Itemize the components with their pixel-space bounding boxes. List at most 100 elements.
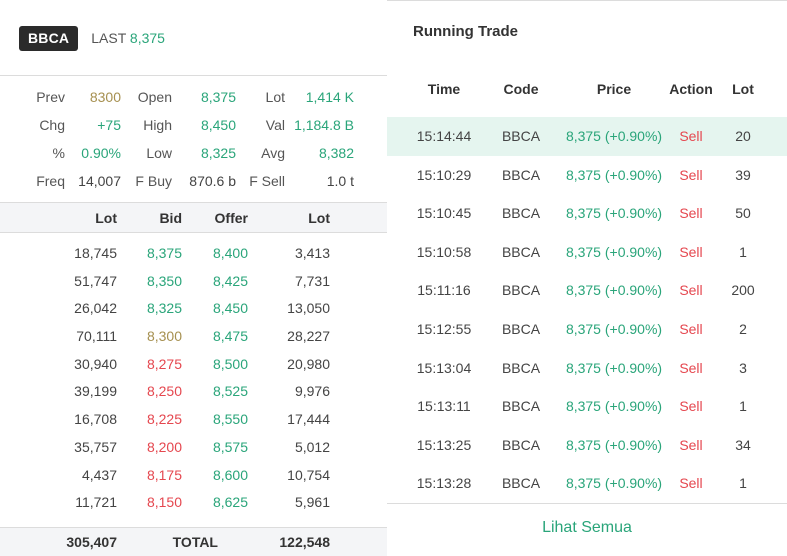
stock-header: BBCA LAST 8,375 <box>19 25 165 51</box>
col-offer: Offer <box>214 210 248 226</box>
ticker-badge[interactable]: BBCA <box>19 25 79 51</box>
stat-label: Low <box>146 145 172 161</box>
orderbook-row[interactable]: 51,747 8,350 8,425 7,731 <box>0 268 387 296</box>
trade-price: 8,375 (+0.90%) <box>565 282 663 299</box>
trade-price: 8,375 (+0.90%) <box>565 166 663 183</box>
trade-code: BBCA <box>501 243 541 260</box>
trade-price: 8,375 (+0.90%) <box>565 398 663 415</box>
trade-row[interactable]: 15:13:28 BBCA 8,375 (+0.90%) Sell 1 <box>387 464 787 503</box>
trade-time: 15:10:58 <box>416 243 472 260</box>
trade-price: 8,375 (+0.90%) <box>565 359 663 376</box>
stat-label: Val <box>265 117 285 133</box>
orderbook-row[interactable]: 70,111 8,300 8,475 28,227 <box>0 323 387 351</box>
orderbook-row[interactable]: 4,437 8,175 8,600 10,754 <box>0 462 387 490</box>
trade-row[interactable]: 15:13:04 BBCA 8,375 (+0.90%) Sell 3 <box>387 349 787 388</box>
last-price-value: 8,375 <box>129 30 165 46</box>
offer-lot: 13,050 <box>287 300 330 317</box>
stats-row: Freq 14,007 F Buy 870.6 b F Sell 1.0 t <box>0 168 387 196</box>
last-price: LAST 8,375 <box>91 30 165 46</box>
trade-code: BBCA <box>501 398 541 415</box>
trade-price: 8,375 (+0.90%) <box>565 128 663 144</box>
stat-value: 8,325 <box>200 145 236 161</box>
bid-lot: 18,745 <box>74 245 117 261</box>
bid-lot: 39,199 <box>74 383 117 400</box>
divider <box>387 503 787 504</box>
offer-price: 8,600 <box>212 466 248 483</box>
see-all-link[interactable]: Lihat Semua <box>542 519 632 536</box>
trade-lot: 1 <box>739 243 747 260</box>
stock-summary-panel: BBCA LAST 8,375 Prev 8300 Open 8,375 Lot 1,41… <box>0 0 387 556</box>
orderbook-row[interactable]: 35,757 8,200 8,575 5,012 <box>0 434 387 462</box>
trade-price: 8,375 (+0.90%) <box>565 205 663 222</box>
trade-row[interactable]: 15:10:58 BBCA 8,375 (+0.90%) Sell 1 <box>387 233 787 272</box>
trade-code: BBCA <box>501 128 541 144</box>
stat-label: Freq <box>36 173 65 189</box>
stat-label: Avg <box>261 145 285 161</box>
orderbook-row[interactable]: 26,042 8,325 8,450 13,050 <box>0 295 387 323</box>
col-price: Price <box>596 81 632 97</box>
offer-lot: 9,976 <box>294 383 330 400</box>
trade-row[interactable]: 15:14:44 BBCA 8,375 (+0.90%) Sell 20 <box>387 117 787 156</box>
stat-value: 14,007 <box>78 173 121 189</box>
orderbook-row[interactable]: 16,708 8,225 8,550 17,444 <box>0 406 387 434</box>
offer-price: 8,525 <box>212 383 248 400</box>
orderbook-row[interactable]: 30,940 8,275 8,500 20,980 <box>0 351 387 379</box>
bid-price: 8,200 <box>146 438 182 455</box>
bid-price: 8,325 <box>146 300 182 317</box>
bid-price: 8,150 <box>146 494 182 511</box>
trade-action: Sell <box>679 436 703 453</box>
offer-price: 8,425 <box>212 272 248 289</box>
stat-label: Lot <box>265 89 285 105</box>
trade-action: Sell <box>679 166 703 183</box>
col-code: Code <box>503 81 539 97</box>
divider <box>0 75 387 76</box>
stat-label: % <box>52 145 65 161</box>
stat-value: 1,414 K <box>305 89 354 105</box>
bid-price: 8,275 <box>146 355 182 372</box>
trade-action: Sell <box>679 359 703 376</box>
stats-row: % 0.90% Low 8,325 Avg 8,382 <box>0 140 387 168</box>
stats-row: Prev 8300 Open 8,375 Lot 1,414 K <box>0 84 387 112</box>
offer-lot: 7,731 <box>294 272 330 289</box>
offer-lot: 28,227 <box>287 328 330 345</box>
bid-lot: 35,757 <box>74 438 117 455</box>
trade-time: 15:13:04 <box>416 359 472 376</box>
bid-price: 8,250 <box>146 383 182 400</box>
trade-row[interactable]: 15:13:11 BBCA 8,375 (+0.90%) Sell 1 <box>387 387 787 426</box>
offer-price: 8,475 <box>212 328 248 345</box>
trade-price: 8,375 (+0.90%) <box>565 243 663 260</box>
orderbook-row[interactable]: 18,745 8,375 8,400 3,413 <box>0 240 387 268</box>
trade-code: BBCA <box>501 205 541 222</box>
offer-lot: 5,012 <box>294 438 330 455</box>
orderbook-row[interactable]: 39,199 8,250 8,525 9,976 <box>0 378 387 406</box>
trade-time: 15:11:16 <box>417 282 471 299</box>
trade-row[interactable]: 15:10:45 BBCA 8,375 (+0.90%) Sell 50 <box>387 194 787 233</box>
stat-label: Prev <box>36 89 65 105</box>
offer-lot: 17,444 <box>287 411 330 428</box>
bid-price: 8,350 <box>146 272 182 289</box>
trade-lot: 200 <box>731 282 755 299</box>
stat-label: Chg <box>39 117 65 133</box>
stat-value: 8,450 <box>200 117 236 133</box>
col-lot: Lot <box>732 81 754 97</box>
bid-lot: 51,747 <box>74 272 117 289</box>
trade-row[interactable]: 15:10:29 BBCA 8,375 (+0.90%) Sell 39 <box>387 156 787 195</box>
orderbook-row[interactable]: 11,721 8,150 8,625 5,961 <box>0 489 387 517</box>
trade-action: Sell <box>679 205 703 222</box>
offer-price: 8,500 <box>212 355 248 372</box>
trade-code: BBCA <box>501 166 541 183</box>
col-action: Action <box>669 81 713 97</box>
trade-lot: 1 <box>739 475 747 492</box>
trade-row[interactable]: 15:12:55 BBCA 8,375 (+0.90%) Sell 2 <box>387 310 787 349</box>
col-bid: Bid <box>159 210 182 226</box>
trade-row[interactable]: 15:13:25 BBCA 8,375 (+0.90%) Sell 34 <box>387 426 787 465</box>
stat-value: 8,382 <box>318 145 354 161</box>
trade-time: 15:10:29 <box>416 166 472 183</box>
offer-lot: 10,754 <box>287 466 330 483</box>
trade-row[interactable]: 15:11:16 BBCA 8,375 (+0.90%) Sell 200 <box>387 271 787 310</box>
stats-row: Chg +75 High 8,450 Val 1,184.8 B <box>0 112 387 140</box>
trade-code: BBCA <box>501 359 541 376</box>
bid-price: 8,300 <box>146 328 182 345</box>
trade-lot: 39 <box>735 166 751 183</box>
trade-action: Sell <box>679 282 703 299</box>
